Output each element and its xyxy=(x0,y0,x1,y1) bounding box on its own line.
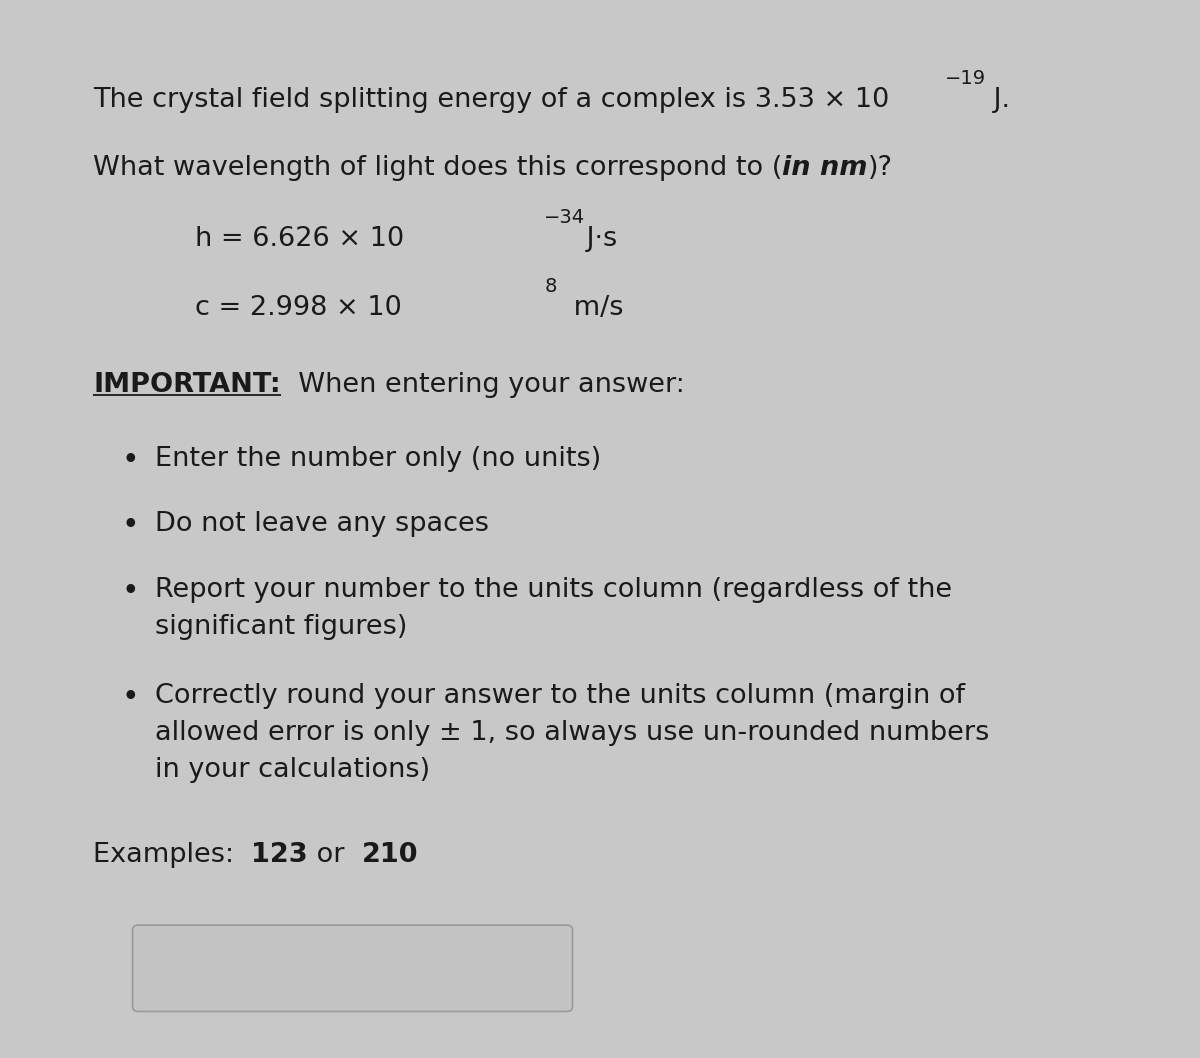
Text: −34: −34 xyxy=(545,208,586,227)
Text: •: • xyxy=(121,577,139,606)
Text: •: • xyxy=(121,445,139,475)
Text: )?: )? xyxy=(868,156,893,181)
Text: −19: −19 xyxy=(944,69,986,88)
Text: What wavelength of light does this correspond to (: What wavelength of light does this corre… xyxy=(94,156,782,181)
Text: in nm: in nm xyxy=(782,156,868,181)
Text: Enter the number only (no units): Enter the number only (no units) xyxy=(155,445,601,472)
FancyBboxPatch shape xyxy=(132,925,572,1011)
Text: .: . xyxy=(553,980,558,995)
Text: •: • xyxy=(121,683,139,712)
Text: 210: 210 xyxy=(361,842,419,868)
Text: •: • xyxy=(121,511,139,540)
Text: m/s: m/s xyxy=(565,295,623,322)
Text: Do not leave any spaces: Do not leave any spaces xyxy=(155,511,490,536)
Text: Report your number to the units column (regardless of the
significant figures): Report your number to the units column (… xyxy=(155,577,953,640)
Text: Examples:: Examples: xyxy=(94,842,251,868)
Text: or: or xyxy=(308,842,361,868)
Text: 123: 123 xyxy=(251,842,308,868)
Text: 8: 8 xyxy=(545,277,557,296)
Text: h = 6.626 × 10: h = 6.626 × 10 xyxy=(194,226,403,252)
Text: Correctly round your answer to the units column (margin of
allowed error is only: Correctly round your answer to the units… xyxy=(155,683,990,783)
Text: c = 2.998 × 10: c = 2.998 × 10 xyxy=(194,295,401,322)
Text: The crystal field splitting energy of a complex is 3.53 × 10: The crystal field splitting energy of a … xyxy=(94,87,889,113)
Text: J.: J. xyxy=(985,87,1010,113)
Text: When entering your answer:: When entering your answer: xyxy=(281,371,684,398)
Text: IMPORTANT:: IMPORTANT: xyxy=(94,371,281,398)
Text: J·s: J·s xyxy=(578,226,618,252)
